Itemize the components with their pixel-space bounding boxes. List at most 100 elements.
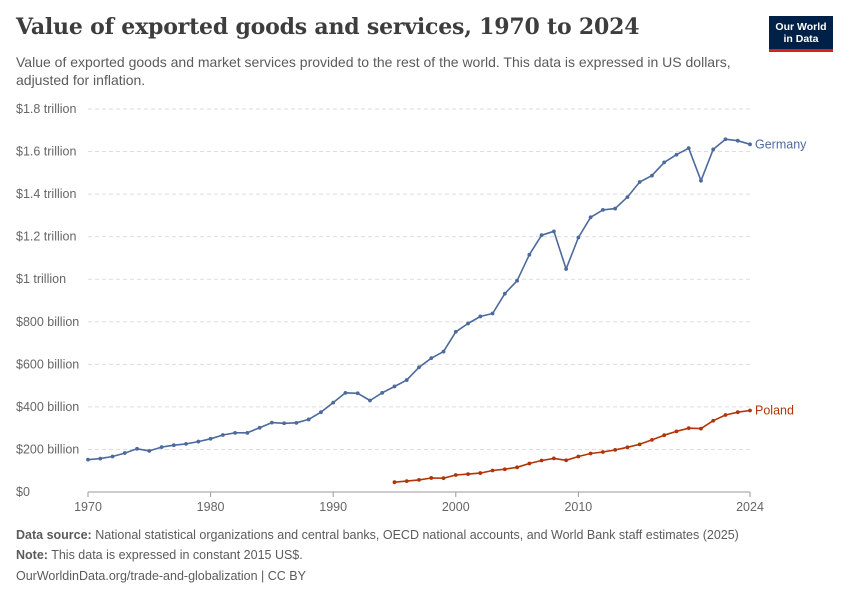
data-point-germany [711, 147, 716, 152]
data-point-germany [588, 215, 593, 220]
series-poland: Poland [392, 404, 794, 485]
data-point-poland [502, 467, 507, 472]
data-point-poland [662, 433, 667, 438]
data-point-poland [551, 456, 556, 461]
data-point-germany [674, 152, 679, 157]
data-point-poland [711, 418, 716, 423]
data-point-germany [466, 321, 470, 326]
data-point-poland [539, 458, 544, 463]
data-point-germany [564, 267, 569, 271]
data-point-germany [233, 430, 238, 435]
data-point-germany [147, 449, 152, 453]
data-point-poland [429, 476, 434, 480]
data-point-germany [392, 384, 397, 389]
x-axis: 1970 1980 1990 2000 2010 2024 [74, 491, 764, 514]
y-axis: $0 $200 billion $400 billion $600 billion $8… [16, 102, 79, 499]
data-point-poland [613, 447, 618, 452]
data-point-germany [122, 451, 127, 455]
data-point-germany [515, 278, 519, 283]
data-point-germany [294, 420, 299, 425]
y-tick-label: $0 [16, 485, 30, 499]
data-point-poland [392, 480, 397, 485]
data-point-poland [466, 472, 470, 477]
source-text: National statistical organizations and c… [91, 528, 739, 542]
data-point-poland [404, 479, 409, 484]
data-point-germany [637, 180, 642, 184]
data-point-germany [478, 314, 483, 319]
data-point-germany [355, 391, 360, 396]
y-tick-label: $1.2 trillion [16, 230, 76, 244]
data-point-germany [184, 442, 188, 446]
data-point-germany [208, 436, 213, 441]
data-point-germany [417, 365, 421, 370]
data-point-poland [600, 450, 605, 454]
series-line-poland [394, 409, 751, 483]
series-germany: Germany [86, 137, 807, 462]
y-tick-label: $1.6 trillion [16, 145, 76, 159]
y-tick-label: $1.8 trillion [16, 102, 76, 116]
data-point-poland [699, 426, 703, 431]
y-tick-label: $800 billion [16, 315, 79, 329]
series-label-germany: Germany [755, 137, 807, 151]
series-label-poland: Poland [755, 404, 794, 418]
gridlines [88, 108, 750, 450]
note-label: Note: [16, 548, 48, 562]
x-tick-label: 2010 [564, 500, 592, 514]
series-line-germany [87, 138, 751, 461]
data-point-poland [417, 477, 421, 482]
data-point-germany [699, 178, 703, 183]
data-point-poland [478, 471, 483, 475]
data-point-germany [600, 207, 605, 212]
data-point-germany [527, 252, 532, 257]
x-tick-label: 1980 [197, 500, 225, 514]
data-point-poland [453, 473, 458, 477]
chart-title: Value of exported goods and services, 19… [16, 14, 640, 40]
data-point-germany [269, 420, 274, 425]
data-point-germany [368, 398, 372, 403]
data-point-germany [282, 421, 287, 426]
data-point-poland [674, 429, 679, 434]
data-point-germany [490, 311, 495, 316]
y-tick-label: $600 billion [16, 357, 79, 371]
source-label: Data source: [16, 528, 92, 542]
data-point-germany [625, 195, 630, 199]
data-point-germany [196, 439, 201, 444]
data-point-germany [723, 137, 728, 142]
data-point-germany [171, 443, 176, 448]
data-point-germany [551, 229, 556, 234]
data-point-germany [662, 160, 667, 165]
data-point-germany [343, 390, 348, 395]
data-point-poland [723, 413, 728, 417]
y-tick-label: $1.4 trillion [16, 187, 76, 201]
data-point-germany [453, 329, 458, 334]
data-point-poland [588, 451, 593, 456]
footer-link[interactable]: OurWorldinData.org/trade-and-globalizati… [16, 569, 306, 583]
owid-logo[interactable]: Our World in Data [769, 16, 833, 52]
x-tick-label: 1970 [74, 500, 102, 514]
data-point-germany [135, 446, 139, 451]
data-point-poland [515, 465, 519, 470]
x-tick-label: 2000 [442, 500, 470, 514]
y-tick-label: $400 billion [16, 400, 79, 414]
data-point-germany [404, 378, 409, 382]
data-point-germany [110, 454, 115, 459]
footer-note: Note: This data is expressed in constant… [16, 548, 303, 562]
data-point-poland [576, 454, 581, 459]
data-point-germany [245, 430, 250, 435]
x-tick-label: 1990 [319, 500, 347, 514]
data-point-poland [527, 461, 532, 466]
data-point-germany [686, 146, 691, 151]
data-point-germany [319, 410, 323, 415]
logo-line-1: Our World [775, 21, 827, 33]
data-point-poland [637, 442, 642, 447]
data-point-poland [748, 408, 752, 413]
data-point-germany [502, 291, 507, 296]
data-point-germany [306, 417, 311, 422]
data-point-poland [650, 437, 654, 442]
data-point-germany [441, 349, 446, 354]
data-point-germany [257, 425, 262, 430]
data-point-germany [380, 390, 385, 395]
y-tick-label: $200 billion [16, 442, 79, 456]
data-point-germany [613, 206, 618, 211]
data-point-germany [86, 457, 90, 462]
